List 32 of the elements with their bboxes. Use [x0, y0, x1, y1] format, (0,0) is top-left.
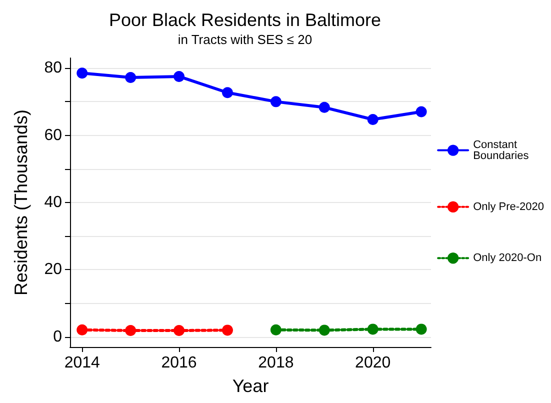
point	[222, 87, 233, 98]
point	[270, 96, 282, 108]
point	[125, 72, 136, 83]
legend-label: Only Pre-2020	[473, 200, 544, 213]
point	[76, 68, 88, 79]
legend-label: Constant Boundaries	[473, 138, 530, 162]
point	[367, 324, 378, 335]
y-tick-label: 80	[44, 60, 62, 77]
y-tick-label: 0	[53, 328, 62, 346]
y-axis-title: Residents (Thousands)	[11, 109, 31, 296]
x-tick-label: 2016	[161, 354, 197, 372]
point	[174, 70, 185, 82]
point	[222, 324, 233, 336]
y-tick-label: 40	[44, 194, 62, 211]
point	[125, 325, 136, 336]
point	[416, 324, 427, 335]
legend-label: Only 2020-On	[473, 252, 542, 264]
x-tick-label: 2014	[64, 354, 100, 372]
chart-title: Poor Black Residents in Baltimore	[108, 10, 382, 30]
point	[318, 102, 330, 113]
x-tick-label: 2020	[355, 354, 391, 372]
x-tick-label: 2018	[258, 354, 294, 372]
point	[367, 114, 378, 125]
point	[174, 325, 185, 336]
point	[416, 106, 427, 118]
y-tick-label: 20	[44, 261, 62, 278]
point	[270, 324, 282, 336]
x-axis-title: Year	[232, 376, 269, 396]
chart-subtitle: in Tracts with SES ≤ 20	[178, 32, 312, 47]
point	[76, 324, 88, 336]
point	[318, 324, 330, 336]
y-tick-label: 60	[44, 126, 62, 144]
